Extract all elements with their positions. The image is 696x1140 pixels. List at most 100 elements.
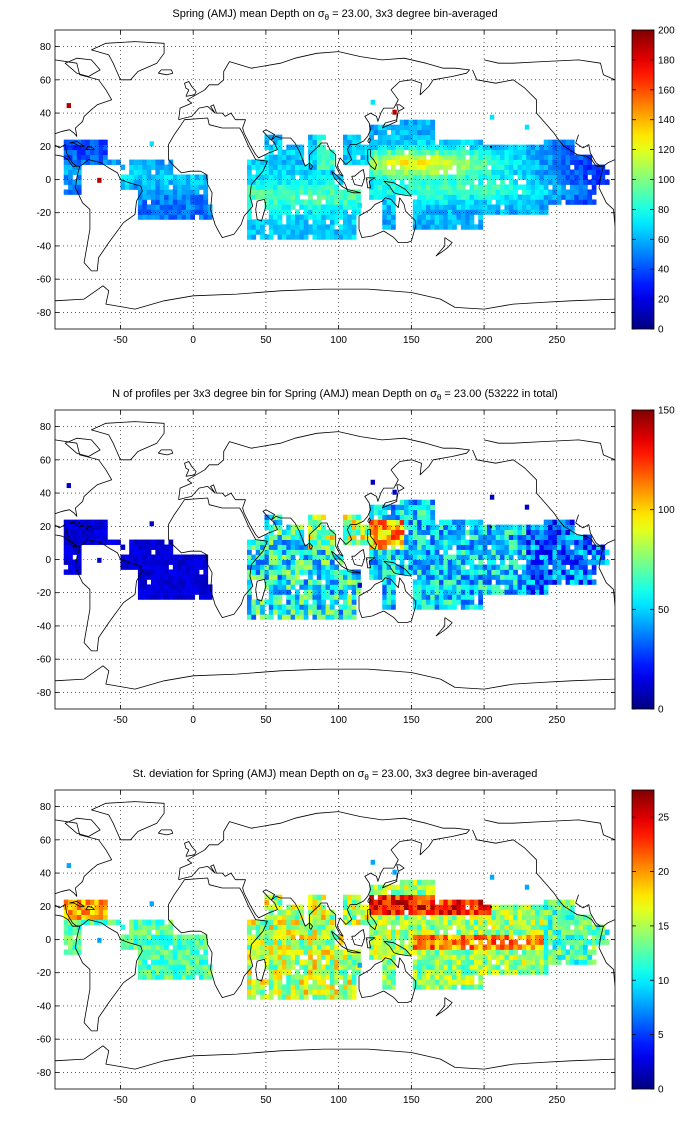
heatmap-cell: [334, 989, 340, 995]
heatmap-cell: [473, 224, 479, 230]
heatmap-cell: [273, 189, 278, 195]
heatmap-cell: [425, 974, 431, 980]
panel-title: Spring (AMJ) mean Depth on σθ = 23.00, 3…: [172, 8, 497, 22]
heatmap-cell: [203, 574, 209, 580]
heatmap-cell: [578, 914, 584, 920]
heatmap-cell: [456, 899, 462, 906]
heatmap-cell: [421, 509, 427, 516]
heatmap-cell: [548, 534, 553, 540]
heatmap-cell: [447, 559, 453, 565]
heatmap-cell: [168, 934, 174, 940]
heatmap-cell: [334, 949, 340, 955]
heatmap-cell: [487, 559, 492, 565]
heatmap-cell: [491, 204, 497, 210]
heatmap-cell: [430, 159, 436, 165]
heatmap-cell: [539, 164, 545, 170]
heatmap-cell: [286, 974, 292, 980]
gulf-coast-wrap: [575, 894, 604, 927]
heatmap-cell: [452, 149, 457, 155]
heatmap-cell: [290, 184, 296, 190]
heatmap-cell: [281, 529, 287, 535]
heatmap-cell: [351, 614, 357, 620]
heatmap-cell: [146, 189, 152, 195]
heatmap-cell: [517, 934, 523, 940]
heatmap-cell: [521, 149, 527, 155]
heatmap-cell: [120, 184, 126, 190]
heatmap-cell: [456, 139, 462, 146]
heatmap-cell: [316, 544, 322, 550]
heatmap-cell: [439, 604, 444, 610]
heatmap-cell: [508, 969, 514, 975]
heatmap-cell: [495, 959, 501, 965]
heatmap-cell: [72, 949, 78, 955]
heatmap-cell: [277, 139, 283, 146]
heatmap-cell: [190, 199, 196, 205]
heatmap-cell: [421, 214, 427, 220]
heatmap-cell: [151, 554, 156, 560]
heatmap-cell: [408, 529, 414, 535]
heatmap-cell: [556, 139, 562, 146]
heatmap-cell: [404, 924, 409, 930]
philippines-coast: [367, 909, 377, 930]
heatmap-cell: [404, 879, 409, 886]
heatmap-cell: [583, 944, 588, 950]
heatmap-cell: [535, 934, 540, 940]
heatmap-cell: [543, 519, 549, 526]
heatmap-cell: [281, 539, 287, 545]
heatmap-cell: [591, 934, 597, 940]
heatmap-cell: [343, 589, 348, 595]
heatmap-cell: [382, 549, 388, 555]
heatmap-cell: [391, 134, 396, 141]
heatmap-cell: [151, 569, 156, 575]
heatmap-cell: [526, 574, 532, 580]
heatmap-cell: [487, 969, 492, 975]
heatmap-cell: [260, 569, 265, 575]
heatmap-cell: [273, 959, 278, 965]
heatmap-cell: [412, 499, 418, 506]
heatmap-cell: [273, 554, 278, 560]
heatmap-cell: [421, 599, 427, 605]
heatmap-cell: [404, 124, 409, 131]
heatmap-cell: [548, 169, 553, 175]
heatmap-cell: [569, 929, 575, 935]
heatmap-cell: [460, 919, 466, 925]
heatmap-cell: [399, 154, 405, 160]
heatmap-cell: [312, 159, 318, 165]
heatmap-cell: [535, 584, 540, 590]
heatmap-cell: [452, 904, 457, 910]
heatmap-cell: [556, 189, 562, 195]
heatmap-cell: [89, 539, 95, 545]
heatmap-cell: [456, 954, 462, 960]
heatmap-cell: [72, 909, 78, 915]
heatmap-cell: [421, 944, 427, 950]
heatmap-cell: [299, 234, 305, 240]
heatmap-cell: [338, 579, 344, 585]
heatmap-cell: [247, 594, 252, 600]
heatmap-cell: [351, 189, 357, 195]
heatmap-cell: [247, 599, 252, 605]
heatmap-cell: [325, 539, 331, 545]
heatmap-cell: [273, 209, 278, 215]
heatmap-cell: [421, 934, 427, 940]
heatmap-cell: [439, 914, 444, 920]
x-tick-label: 0: [190, 1095, 196, 1106]
heatmap-cell: [329, 919, 335, 925]
title-sigma: σ: [358, 768, 365, 780]
heatmap-cell: [281, 934, 287, 940]
x-tick-label: 150: [403, 715, 420, 726]
heatmap-cell: [72, 919, 78, 925]
heatmap-cell: [487, 184, 492, 190]
heatmap-cell: [521, 544, 527, 550]
heatmap-cell: [151, 589, 156, 595]
heatmap-cell: [543, 969, 549, 975]
heatmap-cell: [159, 194, 165, 200]
heatmap-cell: [321, 164, 326, 170]
heatmap-cell: [543, 934, 549, 940]
heatmap-cell: [500, 539, 505, 545]
heatmap-cell: [421, 964, 427, 970]
heatmap-cell: [343, 204, 348, 210]
heatmap-cell: [408, 914, 414, 920]
heatmap-cell: [465, 209, 470, 215]
y-tick-label: 0: [45, 175, 51, 186]
heatmap-cell: [417, 499, 422, 506]
